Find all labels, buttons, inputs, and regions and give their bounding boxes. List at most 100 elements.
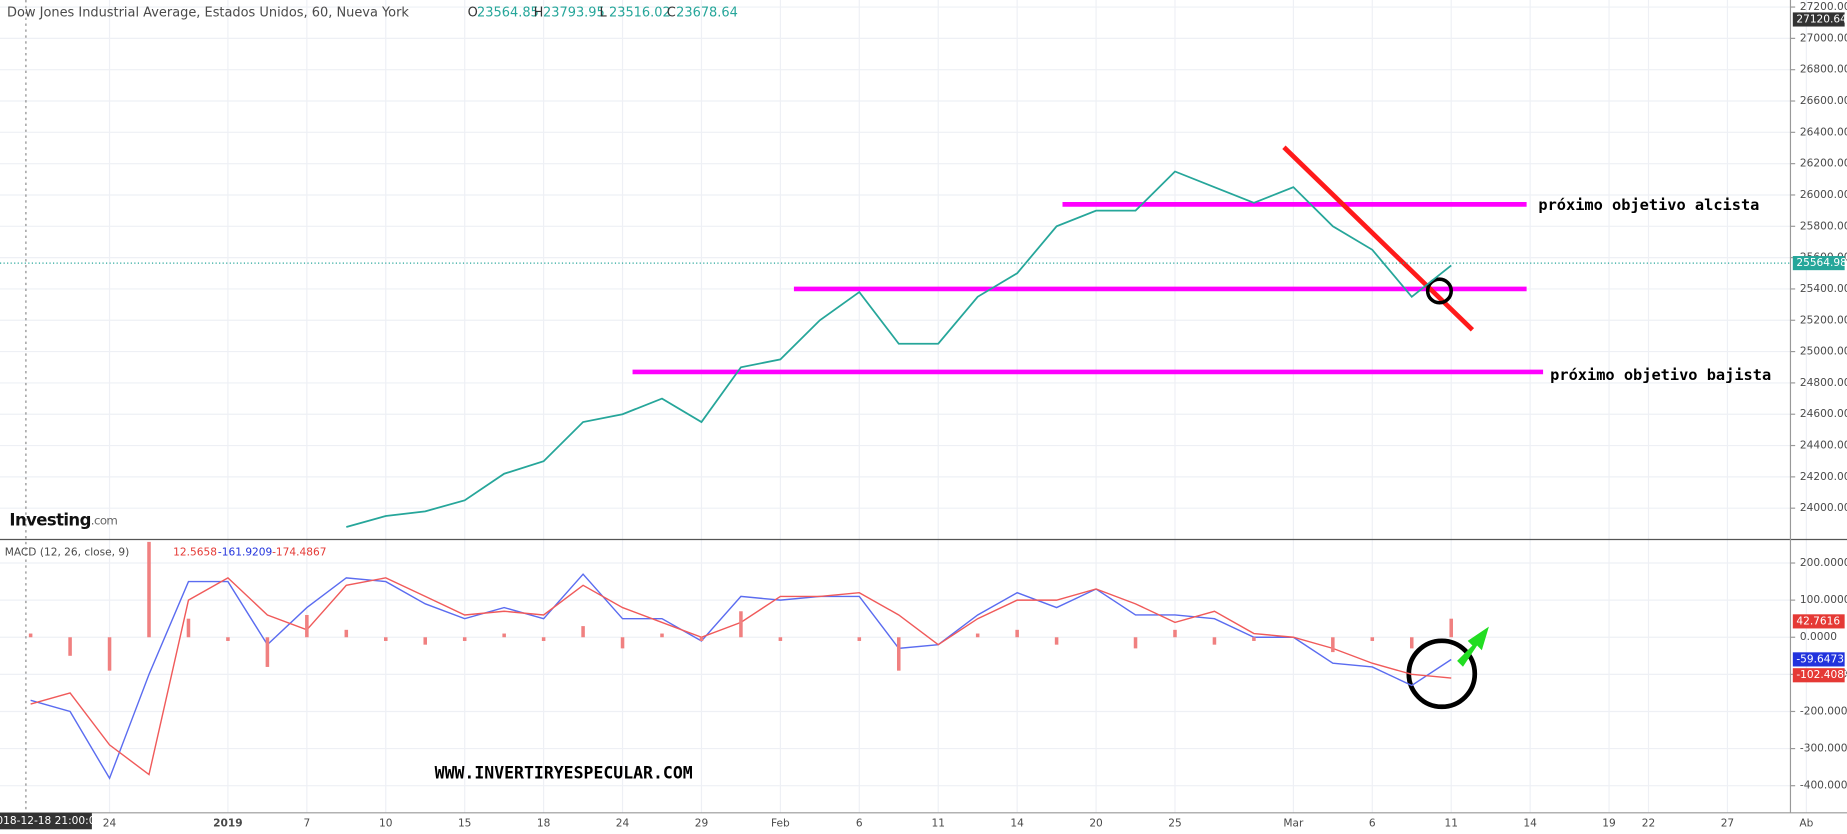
x-tick-label: 2019: [213, 817, 242, 829]
histogram-bar: [1449, 618, 1453, 638]
histogram-bar: [541, 637, 546, 641]
y-tick-label: 25000.00: [1800, 346, 1847, 358]
ohlc-label: O: [468, 5, 478, 20]
watermark: WWW.INVERTIRYESPECULAR.COM: [435, 763, 693, 782]
y-tick-label: 25200.00: [1800, 314, 1847, 326]
x-tick-label: 11: [1444, 817, 1457, 829]
y-tick-label: -400.0000: [1800, 780, 1847, 792]
x-tick-label: 24: [103, 817, 117, 829]
y-tick-label: 100.0000: [1800, 594, 1847, 606]
histogram-bar: [778, 637, 783, 641]
y-tick-label: 0.0000: [1800, 631, 1837, 643]
level-label: próximo objetivo alcista: [1538, 196, 1759, 214]
up-arrow: [1457, 626, 1489, 667]
x-tick-label: 6: [856, 817, 863, 829]
y-tick-label: 24600.00: [1800, 408, 1847, 420]
histogram-bar: [1133, 637, 1138, 649]
y-tick-label: 26200.00: [1800, 158, 1847, 170]
histogram-bar: [699, 637, 704, 641]
macd-readout: -161.9209: [218, 546, 272, 558]
ohlc-value: 23678.64: [676, 5, 738, 20]
histogram-bar: [581, 626, 585, 638]
x-tick-label: Mar: [1283, 817, 1304, 829]
histogram-bar: [384, 637, 388, 641]
break-circle: [1425, 277, 1453, 305]
y-tick-label: 26400.00: [1800, 126, 1847, 138]
x-tick-label: 25: [1168, 817, 1181, 829]
histogram-bar: [186, 618, 191, 638]
y-tick-label: 26600.00: [1800, 95, 1847, 107]
histogram-bar: [68, 637, 72, 656]
x-tick-label: 11: [931, 817, 944, 829]
x-tick-label: 15: [458, 817, 471, 829]
histogram-bar: [1015, 629, 1019, 638]
x-tick-label: 10: [379, 817, 393, 829]
logo-text: Investing: [9, 510, 90, 529]
y-tick-label: -300.0000: [1800, 743, 1847, 755]
histogram-bar: [423, 637, 428, 645]
x-tick-label: 27: [1721, 817, 1734, 829]
x-tick-label: 18: [537, 817, 551, 829]
y-tick-label: 27200.00: [1800, 1, 1847, 13]
y-tick-label: 25800.00: [1800, 220, 1847, 232]
macd-value-box: [1792, 652, 1845, 667]
x-tick-label: 22: [1642, 817, 1655, 829]
x-tick-label: 7: [303, 817, 310, 829]
last-price: 25564.98: [1796, 257, 1847, 269]
macd-value: -102.4089: [1796, 669, 1847, 681]
histogram-bar: [1331, 637, 1335, 653]
y-tick-label: 25400.00: [1800, 283, 1847, 295]
histogram-bar: [1252, 637, 1256, 641]
x-tick-label: 29: [695, 817, 708, 829]
x-tick-label: 14: [1010, 817, 1024, 829]
histogram-bar: [502, 633, 506, 638]
histogram-bar: [1212, 637, 1217, 645]
histogram-bar: [344, 629, 349, 638]
histogram-bar: [739, 611, 743, 638]
x-tick-label: 20: [1089, 817, 1103, 829]
x-tick-label: 6: [1369, 817, 1376, 829]
histogram-bar: [975, 633, 980, 638]
y-tick-label: 24000.00: [1800, 502, 1847, 514]
ohlc-label: H: [534, 5, 544, 20]
price-line: [346, 170, 1452, 528]
histogram-bar: [462, 637, 467, 641]
x-tick-label: 14: [1523, 817, 1537, 829]
high-marker-box: [1792, 12, 1845, 27]
ohlc-value: 23516.02: [609, 5, 671, 20]
y-tick-label: 27000.00: [1800, 32, 1847, 44]
last-price-box: [1792, 256, 1845, 271]
y-tick-label: 200.0000: [1800, 557, 1847, 569]
histogram-bar: [1173, 629, 1177, 638]
x-tick-label: Ab: [1799, 817, 1813, 829]
histogram-bar: [660, 633, 664, 638]
y-tick-label: 26000.00: [1800, 189, 1847, 201]
trend-line: [1282, 145, 1475, 332]
histogram-bar: [305, 614, 309, 638]
histogram-bar: [1409, 637, 1414, 649]
cursor-time-box: [0, 812, 92, 830]
histogram-bar: [226, 637, 230, 641]
ohlc-value: 23564.85: [477, 5, 539, 20]
histogram-bar: [1370, 637, 1375, 641]
macd-value-box: [1792, 668, 1845, 683]
macd-title: MACD (12, 26, close, 9): [5, 546, 130, 558]
histogram-bar: [857, 637, 862, 641]
histogram-bar: [147, 541, 151, 638]
chart-title: Dow Jones Industrial Average, Estados Un…: [7, 5, 409, 20]
logo-suffix: .com: [91, 513, 118, 527]
macd-value: 42.7616: [1796, 615, 1840, 627]
macd-value-box: [1792, 614, 1845, 629]
y-tick-label: -200.0000: [1800, 705, 1847, 717]
y-tick-label: 24400.00: [1800, 440, 1847, 452]
x-tick-label: Feb: [771, 817, 790, 829]
x-tick-label: 19: [1602, 817, 1615, 829]
cursor-time: 2018-12-18 21:00:00: [0, 815, 102, 827]
histogram-bar: [107, 637, 112, 671]
y-tick-label: 24800.00: [1800, 377, 1847, 389]
ohlc-value: 23793.95: [543, 5, 605, 20]
ohlc-label: L: [600, 5, 608, 20]
histogram-bar: [28, 633, 33, 638]
